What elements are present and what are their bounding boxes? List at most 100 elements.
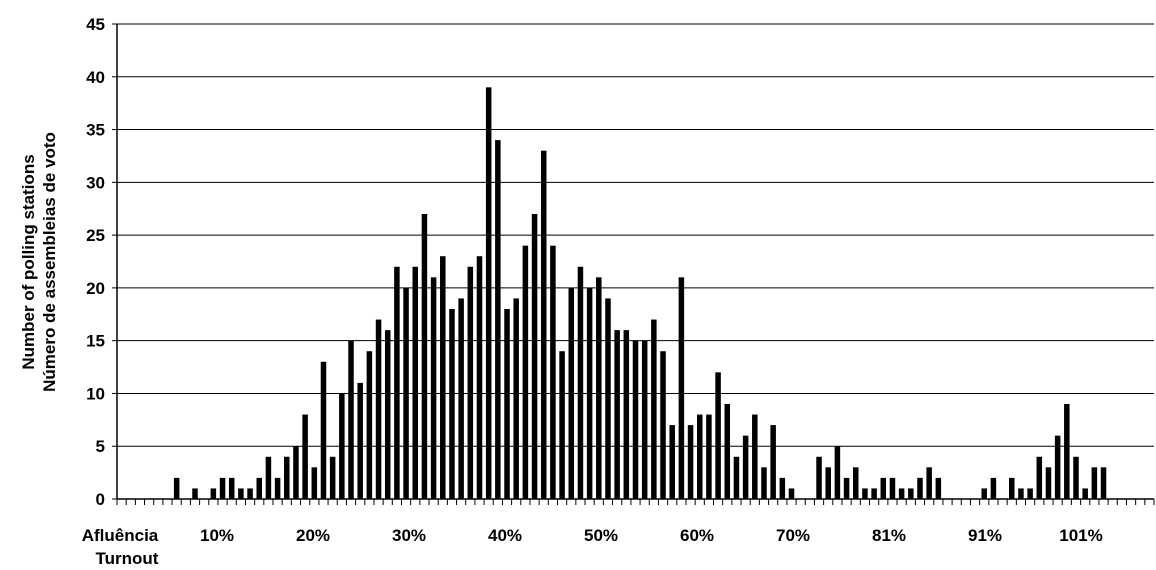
gridlines (117, 23, 1154, 447)
bar (1009, 477, 1015, 499)
bar (614, 330, 620, 499)
bar (485, 87, 492, 499)
y-tick-label: 40 (86, 68, 105, 87)
bar (752, 414, 758, 499)
bar (880, 477, 887, 499)
bar (678, 277, 685, 499)
axes (116, 24, 1154, 500)
bar (825, 467, 831, 499)
bar (586, 287, 593, 499)
bar (605, 298, 611, 499)
x-tick-labels: 10% 20% 30% 40% 50% 60% 70% 81% 91% 101% (200, 526, 1103, 545)
x-tick-label: 20% (296, 526, 330, 545)
bar (1027, 488, 1033, 499)
bar (862, 488, 868, 499)
bar (293, 446, 299, 499)
bar (348, 340, 354, 499)
bar (696, 414, 703, 499)
x-axis-label-line-2: Turnout (96, 549, 159, 568)
x-axis-label-line-1: Afluência (82, 526, 159, 545)
bar (596, 277, 602, 499)
bar (265, 456, 272, 499)
bar (733, 456, 740, 499)
bar (550, 245, 556, 499)
bar (192, 488, 198, 499)
bar (513, 298, 519, 499)
bar (1054, 435, 1061, 499)
x-tick-label: 70% (776, 526, 810, 545)
y-tick-label: 35 (86, 121, 105, 140)
bar (724, 404, 731, 499)
bar (274, 477, 281, 499)
bar (908, 488, 914, 499)
bar (715, 372, 721, 499)
bar (1100, 467, 1107, 499)
x-ticks (116, 499, 1155, 505)
bar (440, 256, 446, 499)
bar (366, 351, 373, 499)
y-tick-label: 25 (86, 226, 105, 245)
bar (871, 488, 877, 499)
bar (238, 488, 244, 499)
bar (284, 456, 290, 499)
y-tick-label: 10 (86, 384, 105, 403)
bar (247, 488, 253, 499)
bar (1036, 456, 1043, 499)
bar (816, 456, 822, 499)
bar (1082, 488, 1088, 499)
y-tick-label: 5 (96, 437, 105, 456)
bar (651, 319, 657, 499)
bar (1045, 467, 1052, 499)
bar (641, 340, 648, 499)
bar (834, 446, 841, 499)
bar (926, 467, 932, 499)
bar (917, 477, 923, 499)
bar (742, 435, 749, 499)
bar (779, 477, 786, 499)
bar (990, 477, 997, 499)
bar (210, 488, 217, 499)
bar (421, 214, 428, 499)
bar (623, 330, 630, 499)
bar (1018, 488, 1024, 499)
bar (339, 393, 345, 499)
x-tick-label: 40% (488, 526, 522, 545)
x-tick-label: 81% (872, 526, 906, 545)
bar (852, 467, 859, 499)
x-tick-label: 50% (584, 526, 618, 545)
y-tick-label: 15 (86, 332, 105, 351)
bar (495, 140, 501, 499)
bar (302, 414, 308, 499)
bar (403, 287, 409, 499)
bar (522, 245, 529, 499)
bar (788, 488, 795, 499)
bar (256, 477, 262, 499)
x-tick-label: 60% (680, 526, 714, 545)
bar (394, 266, 400, 499)
bar (669, 425, 675, 499)
bar (311, 467, 318, 499)
bar (761, 467, 767, 499)
y-tick-label: 20 (86, 279, 105, 298)
bar (219, 477, 226, 499)
bar (935, 477, 942, 499)
y-tick-label: 0 (96, 490, 105, 509)
bar (531, 214, 538, 499)
bar (898, 488, 905, 499)
y-tick-label: 30 (86, 173, 105, 192)
bar (476, 256, 483, 499)
bars (173, 87, 1107, 499)
y-ticks: 0 5 10 15 20 25 30 35 40 45 (86, 15, 117, 509)
bar (430, 277, 437, 499)
bar (981, 488, 987, 499)
bar (540, 150, 547, 499)
bar (577, 266, 584, 499)
bar (843, 477, 850, 499)
bar (173, 477, 180, 499)
x-tick-label: 30% (392, 526, 426, 545)
bar (568, 287, 575, 499)
bar (320, 361, 327, 499)
bar (449, 309, 455, 499)
bar (384, 330, 391, 499)
